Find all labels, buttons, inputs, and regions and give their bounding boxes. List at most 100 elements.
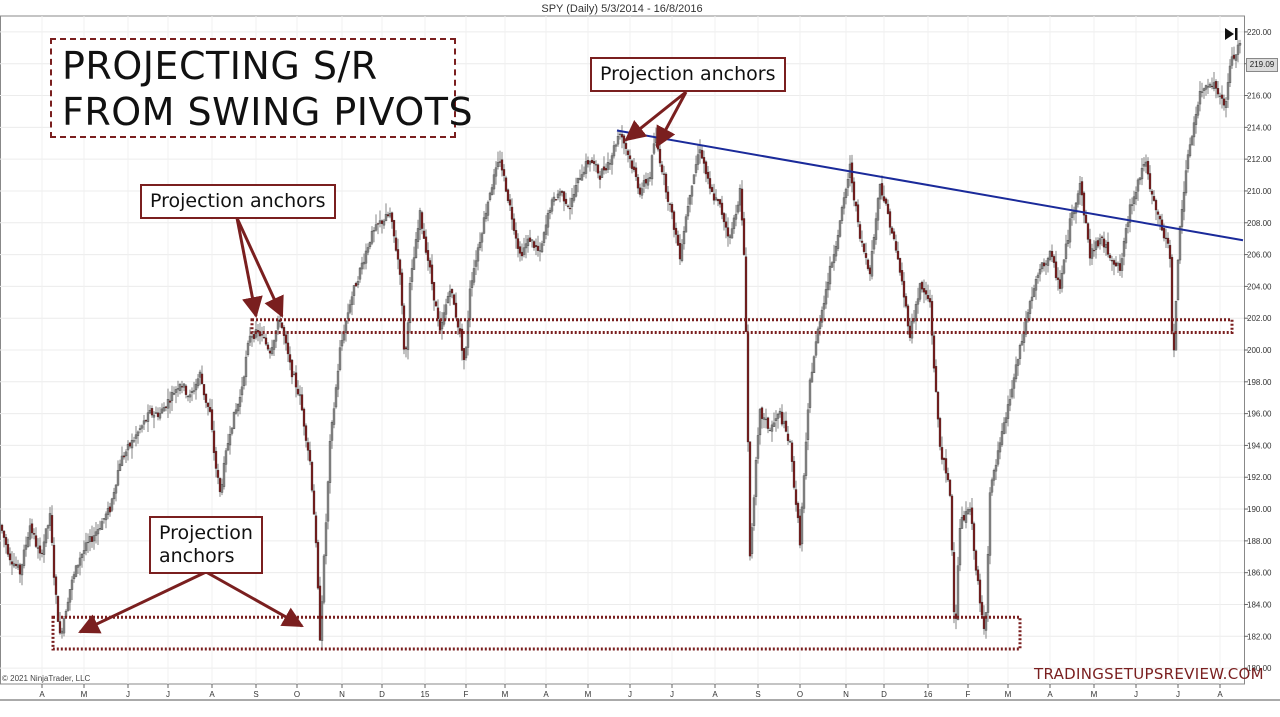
- candle: [856, 199, 860, 228]
- candle: [832, 244, 836, 271]
- candle-body-down: [746, 332, 750, 443]
- candle-body-down: [676, 234, 680, 246]
- candle-body-down: [380, 220, 384, 224]
- candle: [142, 414, 146, 431]
- candle-body-up: [782, 421, 786, 424]
- candle: [492, 168, 496, 195]
- candle-body-up: [60, 630, 64, 634]
- candle: [708, 171, 712, 195]
- candle-body-up: [650, 155, 654, 180]
- candle: [1202, 87, 1206, 99]
- candle-body-down: [354, 283, 358, 287]
- candle-body-up: [444, 304, 448, 315]
- candle-body-down: [554, 199, 558, 201]
- candle-body-down: [644, 178, 648, 184]
- candle-body-up: [1064, 243, 1068, 259]
- candle-body-down: [56, 596, 60, 622]
- x-tick-label: D: [881, 690, 887, 699]
- candle-body-up: [172, 393, 176, 395]
- candle-body-up: [648, 177, 652, 179]
- candle-body-down: [638, 187, 642, 195]
- candle: [1092, 240, 1096, 257]
- candle-body-down: [780, 411, 784, 425]
- candle: [1190, 134, 1194, 146]
- candle: [10, 551, 14, 576]
- candle-body-up: [686, 206, 690, 217]
- candle: [632, 158, 636, 173]
- candle: [80, 552, 84, 568]
- candle: [664, 172, 668, 200]
- candle: [240, 377, 244, 403]
- candle-body-up: [684, 216, 688, 233]
- candle: [120, 446, 124, 467]
- candle: [792, 455, 796, 490]
- candle: [1050, 244, 1054, 262]
- candle: [46, 524, 50, 540]
- candle-body-up: [640, 188, 644, 196]
- candle: [1062, 259, 1066, 275]
- candle: [340, 331, 344, 351]
- candle: [852, 177, 856, 207]
- candle: [610, 152, 614, 175]
- candle: [352, 285, 356, 305]
- candle-body-down: [306, 442, 310, 451]
- candle-body-down: [1158, 215, 1162, 220]
- candle-body-down: [58, 621, 62, 634]
- candle-body-up: [838, 220, 842, 237]
- candle-body-down: [498, 161, 502, 163]
- candle-body-up: [274, 330, 278, 342]
- candle-body-down: [702, 157, 706, 164]
- candle: [548, 207, 552, 220]
- candle-body-up: [1020, 340, 1024, 346]
- candle: [752, 494, 756, 531]
- candle-body-up: [346, 312, 350, 320]
- candle-body-up: [682, 231, 686, 245]
- candle-body-up: [1198, 91, 1202, 105]
- skip-to-end-icon[interactable]: [1222, 26, 1240, 42]
- candle: [272, 339, 276, 357]
- candle-body-up: [608, 163, 612, 165]
- candle-body-up: [106, 508, 110, 515]
- candle-body-up: [984, 612, 988, 631]
- candle-body-down: [460, 328, 464, 351]
- candle: [472, 259, 476, 286]
- candle-body-down: [1150, 190, 1154, 195]
- candle: [886, 199, 890, 215]
- candle: [44, 528, 48, 547]
- candle-body-down: [658, 148, 662, 164]
- candle: [758, 408, 762, 445]
- candle-body-up: [1180, 209, 1184, 227]
- candle: [768, 427, 772, 432]
- candle-body-up: [1074, 202, 1078, 214]
- candle-body-up: [248, 335, 252, 343]
- candle: [574, 177, 578, 198]
- candle: [558, 188, 562, 203]
- candle: [550, 197, 554, 215]
- last-price-flag: 219.09: [1246, 58, 1278, 72]
- candle: [518, 241, 522, 262]
- candle-body-up: [448, 290, 452, 297]
- y-tick-label: 216.00: [1247, 92, 1272, 101]
- candle: [902, 272, 906, 308]
- candle: [1148, 165, 1152, 192]
- candle: [496, 151, 500, 170]
- x-tick-label: J: [628, 690, 632, 699]
- candle: [660, 161, 664, 175]
- candle: [816, 326, 820, 344]
- candle-body-up: [1124, 228, 1128, 244]
- candle: [564, 192, 568, 206]
- y-tick-label: 180.00: [1247, 664, 1272, 673]
- candle-body-down: [928, 298, 932, 303]
- candle-body-down: [1108, 255, 1112, 259]
- candle: [234, 403, 238, 415]
- candle: [462, 348, 466, 370]
- candle: [1210, 77, 1214, 90]
- candle: [1046, 256, 1050, 273]
- candle: [680, 239, 684, 263]
- candle: [1196, 101, 1200, 119]
- candle: [88, 529, 92, 552]
- candle-body-up: [154, 412, 158, 414]
- candle: [528, 229, 532, 242]
- candle: [480, 231, 484, 252]
- candle: [526, 235, 530, 253]
